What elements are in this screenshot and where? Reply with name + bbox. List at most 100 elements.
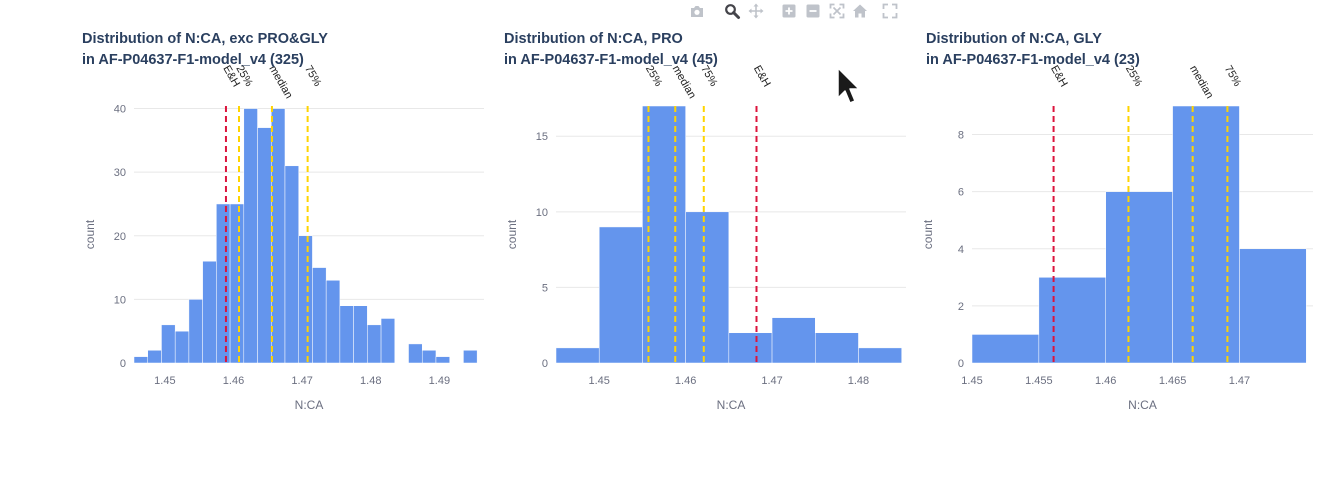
y-tick-label: 10 xyxy=(536,207,548,219)
histogram-bar xyxy=(216,203,231,364)
y-tick-label: 40 xyxy=(114,104,126,116)
histogram-bar xyxy=(367,324,382,364)
zoom-icon xyxy=(723,2,741,20)
x-tick-label: 1.465 xyxy=(1159,375,1187,387)
histogram-bar xyxy=(408,343,423,364)
histogram-bar xyxy=(771,317,816,364)
zoom-button[interactable] xyxy=(723,2,741,20)
y-axis-title: count xyxy=(921,219,935,249)
pan-icon xyxy=(747,2,765,20)
chart-title-line: in AF-P04637-F1-model_v4 (23) xyxy=(926,52,1140,68)
histogram-bar xyxy=(421,350,437,364)
x-tick-label: 1.47 xyxy=(761,375,782,387)
y-tick-label: 0 xyxy=(542,358,548,370)
zoom-in-button[interactable] xyxy=(780,2,798,20)
reset-axes-icon xyxy=(851,2,869,20)
camera-button[interactable] xyxy=(688,2,706,20)
x-axis-title: N:CA xyxy=(717,398,746,412)
histogram-bar xyxy=(243,108,258,364)
y-tick-label: 10 xyxy=(114,294,126,306)
histogram-bar xyxy=(133,356,148,364)
x-axis-title: N:CA xyxy=(1128,398,1157,412)
zoom-in-icon xyxy=(780,2,798,20)
histogram-bar xyxy=(858,347,902,364)
y-tick-label: 5 xyxy=(542,282,548,294)
histogram-bar xyxy=(353,305,368,364)
histogram-bar xyxy=(815,332,859,364)
x-tick-label: 1.45 xyxy=(961,375,982,387)
chart-title-line: Distribution of N:CA, GLY xyxy=(926,31,1102,47)
chart-title-line: Distribution of N:CA, exc PRO&GLY xyxy=(82,31,328,47)
histogram-bar xyxy=(188,299,203,364)
autoscale-button[interactable] xyxy=(828,2,846,20)
x-tick-label: 1.45 xyxy=(154,375,175,387)
histogram-bar xyxy=(339,305,354,364)
histogram-bar xyxy=(380,318,396,364)
histogram-bar xyxy=(555,347,600,364)
marker-label: median xyxy=(1187,64,1215,101)
fullscreen-icon xyxy=(881,2,899,20)
zoom-out-icon xyxy=(804,2,822,20)
histogram-bar xyxy=(271,108,286,364)
histogram-bar xyxy=(598,226,643,364)
histogram-bar xyxy=(1038,277,1106,364)
mouse-cursor-icon xyxy=(836,66,862,106)
pan-button[interactable] xyxy=(747,2,765,20)
y-tick-label: 15 xyxy=(536,131,548,143)
histogram-bar xyxy=(202,260,217,364)
camera-icon xyxy=(688,2,706,20)
histogram-bar xyxy=(257,127,272,364)
x-tick-label: 1.47 xyxy=(291,375,312,387)
x-tick-label: 1.49 xyxy=(429,375,450,387)
histogram-bar xyxy=(174,330,190,364)
marker-label: median xyxy=(670,64,698,101)
fullscreen-button[interactable] xyxy=(881,2,899,20)
autoscale-icon xyxy=(828,2,846,20)
histogram-bar xyxy=(1239,248,1307,364)
x-tick-label: 1.455 xyxy=(1025,375,1053,387)
histogram-bar xyxy=(161,324,176,364)
y-tick-label: 2 xyxy=(958,301,964,313)
y-tick-label: 0 xyxy=(958,358,964,370)
y-tick-label: 0 xyxy=(120,358,126,370)
y-tick-label: 4 xyxy=(958,244,964,256)
marker-label: E&H xyxy=(751,64,773,90)
histogram-bar xyxy=(325,280,341,364)
histogram-bar xyxy=(463,350,478,364)
chart-title-line: Distribution of N:CA, PRO xyxy=(504,31,683,47)
marker-label: 75% xyxy=(302,64,324,89)
histogram-bar xyxy=(147,350,162,364)
x-axis-title: N:CA xyxy=(295,398,324,412)
histogram-bar xyxy=(298,235,313,364)
x-tick-label: 1.47 xyxy=(1229,375,1250,387)
x-tick-label: 1.46 xyxy=(223,375,244,387)
histogram-bar xyxy=(284,165,299,364)
y-tick-label: 6 xyxy=(958,187,964,199)
x-tick-label: 1.46 xyxy=(1095,375,1116,387)
histogram-bar xyxy=(971,334,1040,364)
marker-label: median xyxy=(266,64,294,101)
y-axis-title: count xyxy=(505,219,519,249)
chart-title-line: in AF-P04637-F1-model_v4 (45) xyxy=(504,52,718,68)
y-tick-label: 8 xyxy=(958,130,964,142)
x-tick-label: 1.48 xyxy=(360,375,381,387)
y-axis-title: count xyxy=(83,219,97,249)
histogram-bar xyxy=(642,105,686,364)
histogram-bar xyxy=(312,267,327,364)
histogram-bar xyxy=(1105,191,1173,364)
x-tick-label: 1.48 xyxy=(848,375,869,387)
zoom-out-button[interactable] xyxy=(804,2,822,20)
histogram-bar xyxy=(1172,105,1240,364)
histogram-bar xyxy=(435,356,450,364)
reset-axes-button[interactable] xyxy=(851,2,869,20)
x-tick-label: 1.45 xyxy=(588,375,609,387)
y-tick-label: 30 xyxy=(114,167,126,179)
y-tick-label: 20 xyxy=(114,231,126,243)
histogram-bar xyxy=(229,203,245,364)
marker-label: 75% xyxy=(1222,64,1244,89)
x-tick-label: 1.46 xyxy=(675,375,696,387)
